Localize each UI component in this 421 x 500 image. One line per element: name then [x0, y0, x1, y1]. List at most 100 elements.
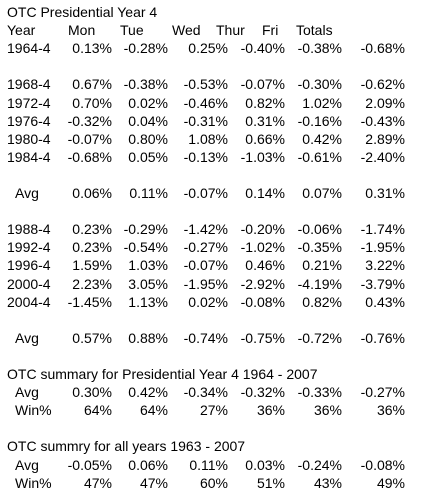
cell: 0.80%: [128, 130, 168, 147]
title: OTC Presidential Year 4: [7, 4, 158, 20]
row-label: 1996-4: [7, 257, 51, 274]
cell: -0.46%: [183, 94, 228, 111]
cell: -0.43%: [360, 112, 405, 129]
cell: 0.06%: [128, 456, 168, 473]
cell: -1.02%: [240, 239, 285, 256]
cell: -0.08%: [360, 456, 405, 473]
cell: 0.14%: [245, 185, 285, 201]
column-header: Thur: [216, 22, 245, 39]
column-header: Wed: [172, 22, 201, 39]
row-label: 1964-4: [7, 40, 51, 57]
cell: 0.04%: [128, 112, 168, 129]
row-label: 2004-4: [7, 293, 51, 310]
cell: 0.06%: [72, 185, 112, 201]
cell: -0.07%: [183, 257, 228, 274]
cell: -0.16%: [297, 112, 342, 129]
cell: 1.13%: [128, 293, 168, 310]
cell: -0.68%: [67, 148, 112, 165]
cell: 0.46%: [245, 257, 285, 274]
cell: 64%: [83, 402, 112, 419]
cell: 0.67%: [72, 76, 112, 93]
row-label: 1972-4: [7, 94, 51, 111]
cell: -3.79%: [360, 275, 405, 292]
cell: 0.82%: [302, 293, 342, 310]
cell: -2.92%: [240, 275, 285, 292]
cell: -0.75%: [240, 329, 285, 346]
cell: -0.06%: [297, 221, 342, 238]
cell: -0.74%: [183, 329, 228, 346]
cell: -0.30%: [297, 76, 342, 93]
cell: 49%: [376, 474, 405, 491]
cell: 0.42%: [128, 384, 168, 401]
cell: 1.08%: [188, 130, 228, 147]
cell: -0.07%: [67, 130, 112, 147]
cell: 0.11%: [189, 456, 228, 473]
cell: 0.66%: [245, 130, 285, 147]
cell: 47%: [83, 474, 112, 491]
cell: 0.82%: [245, 94, 285, 111]
cell: 43%: [313, 474, 342, 491]
cell: -0.38%: [123, 76, 168, 93]
cell: -0.07%: [240, 76, 285, 93]
cell: 0.07%: [302, 185, 342, 201]
column-header: Totals: [296, 22, 333, 39]
cell: 1.03%: [128, 257, 168, 274]
cell: 0.31%: [245, 112, 285, 129]
cell: 0.03%: [245, 456, 285, 473]
cell: -1.42%: [183, 221, 228, 238]
cell: -0.32%: [240, 384, 285, 401]
cell: 0.23%: [72, 221, 112, 238]
cell: 36%: [256, 402, 285, 419]
cell: -0.72%: [297, 329, 342, 346]
row-label: 1968-4: [7, 76, 51, 93]
cell: -0.68%: [360, 40, 405, 57]
row-label: Avg: [15, 329, 39, 346]
cell: -0.31%: [183, 112, 228, 129]
cell: -0.29%: [123, 221, 168, 238]
cell: 0.11%: [129, 185, 168, 201]
cell: 1.59%: [72, 257, 112, 274]
cell: -1.95%: [360, 239, 405, 256]
cell: 0.13%: [72, 40, 112, 57]
cell: 0.70%: [72, 94, 112, 111]
cell: 36%: [313, 402, 342, 419]
row-label: 1988-4: [7, 221, 51, 238]
cell: -0.13%: [183, 148, 228, 165]
cell: 0.25%: [188, 40, 228, 57]
cell: -0.54%: [123, 239, 168, 256]
cell: 1.02%: [302, 94, 342, 111]
cell: -0.38%: [297, 40, 342, 57]
row-label: 2000-4: [7, 275, 51, 292]
cell: 64%: [139, 402, 168, 419]
cell: 0.05%: [128, 148, 168, 165]
cell: 0.31%: [365, 185, 405, 201]
cell: -0.33%: [297, 384, 342, 401]
column-header: Mon: [68, 22, 96, 39]
row-label: 1976-4: [7, 112, 51, 129]
cell: -0.35%: [297, 239, 342, 256]
row-label: 1984-4: [7, 148, 51, 165]
cell: -2.40%: [360, 148, 405, 165]
cell: -0.40%: [240, 40, 285, 57]
cell: 0.02%: [128, 94, 168, 111]
row-label: Avg: [15, 384, 39, 401]
cell: 0.30%: [72, 384, 112, 401]
cell: -0.07%: [183, 185, 228, 201]
cell: 0.43%: [365, 293, 405, 310]
cell: 3.05%: [128, 275, 168, 292]
cell: -0.34%: [183, 384, 228, 401]
cell: -0.24%: [297, 456, 342, 473]
cell: 27%: [199, 402, 228, 419]
cell: 0.88%: [128, 329, 168, 346]
cell: -0.20%: [240, 221, 285, 238]
cell: -0.27%: [183, 239, 228, 256]
row-label: 1992-4: [7, 239, 51, 256]
row-label: 1980-4: [7, 130, 51, 147]
cell: 47%: [139, 474, 168, 491]
cell: 0.21%: [302, 257, 342, 274]
cell: 0.23%: [72, 239, 112, 256]
cell: -0.61%: [297, 148, 342, 165]
cell: 36%: [376, 402, 405, 419]
cell: 60%: [199, 474, 228, 491]
cell: -0.28%: [123, 40, 168, 57]
